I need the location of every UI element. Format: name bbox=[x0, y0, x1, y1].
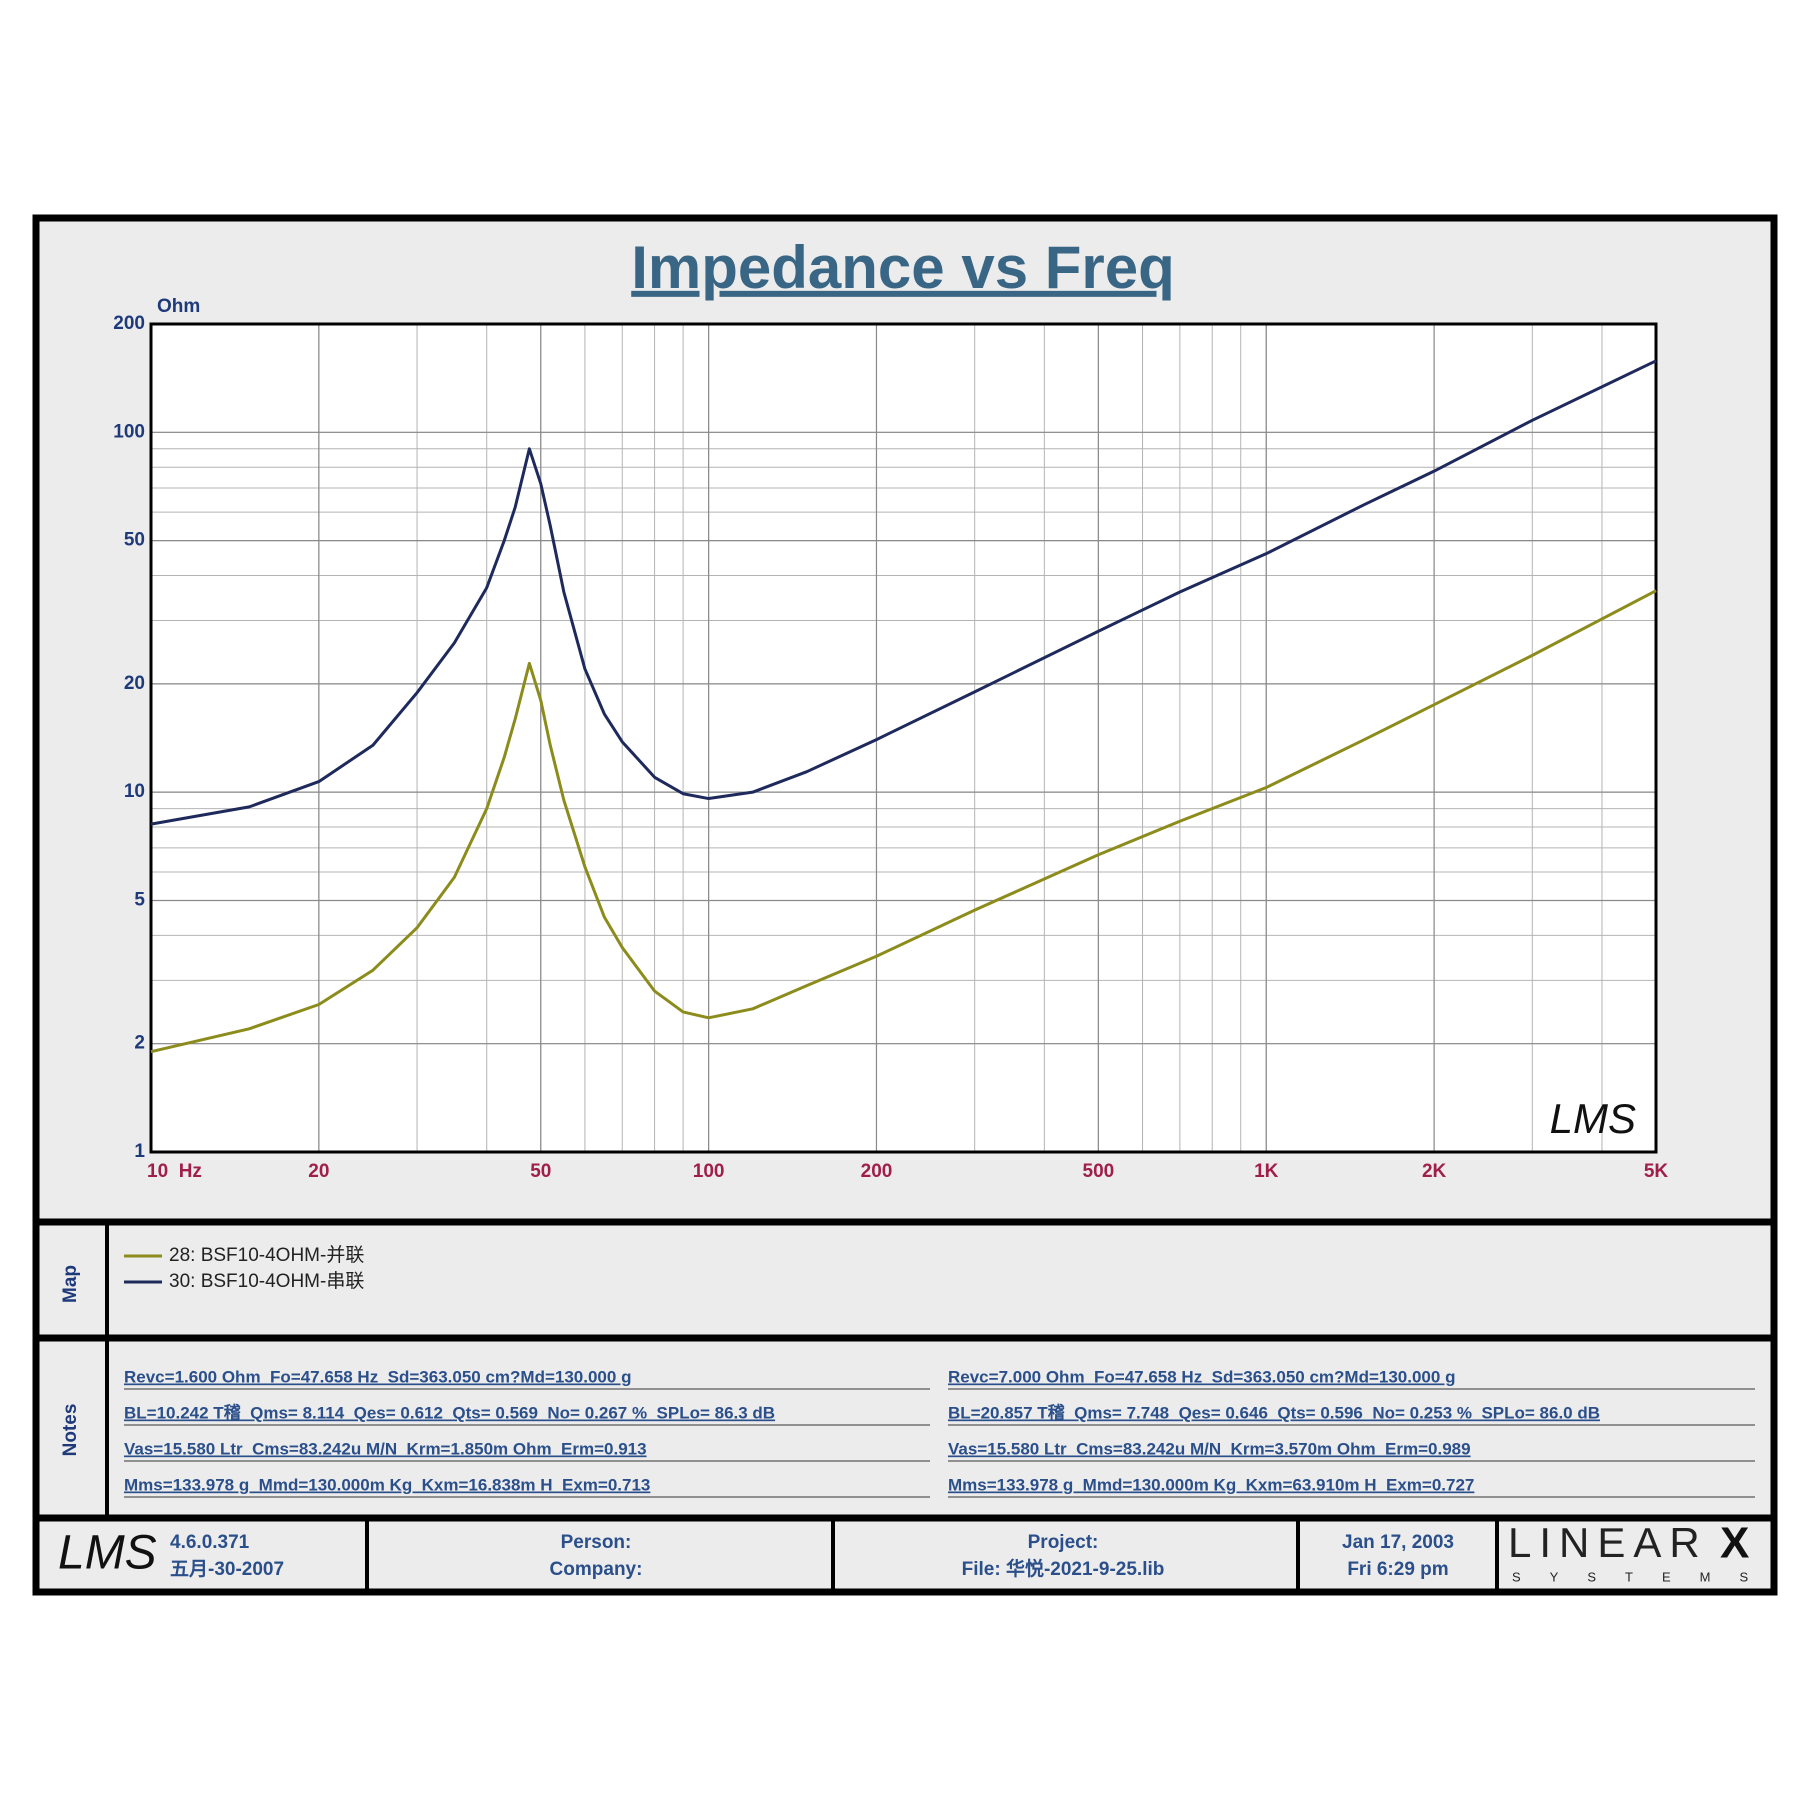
x-tick-label: 5K bbox=[1644, 1161, 1669, 1182]
note-line: Mms=133.978 g Mmd=130.000m Kg Kxm=63.910… bbox=[948, 1475, 1474, 1494]
legend-entry: 30: BSF10-4OHM-串联 bbox=[169, 1270, 364, 1292]
date: Jan 17, 2003 bbox=[1342, 1532, 1454, 1553]
footer-logo: LMS bbox=[58, 1527, 157, 1580]
brand: LINEAR bbox=[1508, 1519, 1708, 1566]
version-date: 五月-30-2007 bbox=[170, 1559, 284, 1580]
brand-mark: X bbox=[1720, 1519, 1749, 1568]
y-tick-label: 100 bbox=[113, 421, 145, 442]
note-line: Mms=133.978 g Mmd=130.000m Kg Kxm=16.838… bbox=[124, 1475, 650, 1494]
legend-entry: 28: BSF10-4OHM-并联 bbox=[169, 1244, 364, 1266]
note-line: BL=20.857 T稽 Qms= 7.748 Qes= 0.646 Qts= … bbox=[948, 1402, 1600, 1422]
company: Company: bbox=[550, 1559, 643, 1580]
y-tick-label: 5 bbox=[134, 889, 145, 910]
y-tick-label: 200 bbox=[113, 313, 145, 334]
time: Fri 6:29 pm bbox=[1347, 1559, 1448, 1580]
person: Person: bbox=[561, 1532, 632, 1553]
watermark: LMS bbox=[1550, 1095, 1636, 1142]
y-tick-label: 20 bbox=[124, 673, 145, 694]
note-line: Vas=15.580 Ltr Cms=83.242u M/N Krm=3.570… bbox=[948, 1439, 1471, 1458]
note-line: BL=10.242 T稽 Qms= 8.114 Qes= 0.612 Qts= … bbox=[124, 1402, 775, 1422]
chart-title: Impedance vs Freq bbox=[631, 234, 1175, 301]
y-axis-label: Ohm bbox=[157, 296, 200, 317]
plot-border bbox=[149, 322, 1658, 1154]
note-line: Revc=7.000 Ohm Fo=47.658 Hz Sd=363.050 c… bbox=[948, 1367, 1455, 1386]
note-line: Vas=15.580 Ltr Cms=83.242u M/N Krm=1.850… bbox=[124, 1439, 647, 1458]
y-tick-label: 2 bbox=[134, 1033, 145, 1054]
x-tick-label: 10 Hz bbox=[147, 1161, 202, 1182]
x-tick-label: 20 bbox=[308, 1161, 329, 1182]
version: 4.6.0.371 bbox=[170, 1532, 250, 1553]
plot-area bbox=[151, 324, 1656, 1152]
x-tick-label: 500 bbox=[1083, 1161, 1115, 1182]
x-tick-label: 2K bbox=[1422, 1161, 1447, 1182]
x-tick-label: 50 bbox=[530, 1161, 551, 1182]
impedance-curve bbox=[150, 589, 1657, 1054]
x-tick-label: 200 bbox=[861, 1161, 893, 1182]
x-tick-label: 1K bbox=[1254, 1161, 1279, 1182]
impedance-curve bbox=[150, 359, 1657, 826]
y-tick-label: 10 bbox=[124, 781, 145, 802]
notes-label: Notes bbox=[60, 1404, 81, 1457]
project: Project: bbox=[1028, 1532, 1099, 1553]
y-tick-label: 50 bbox=[124, 530, 145, 551]
brand-sub: SYSTEMS bbox=[1512, 1569, 1777, 1584]
y-tick-label: 1 bbox=[134, 1141, 145, 1162]
file: File: 华悦-2021-9-25.lib bbox=[962, 1557, 1165, 1580]
x-tick-label: 100 bbox=[693, 1161, 725, 1182]
map-label: Map bbox=[60, 1265, 81, 1303]
note-line: Revc=1.600 Ohm Fo=47.658 Hz Sd=363.050 c… bbox=[124, 1367, 631, 1386]
